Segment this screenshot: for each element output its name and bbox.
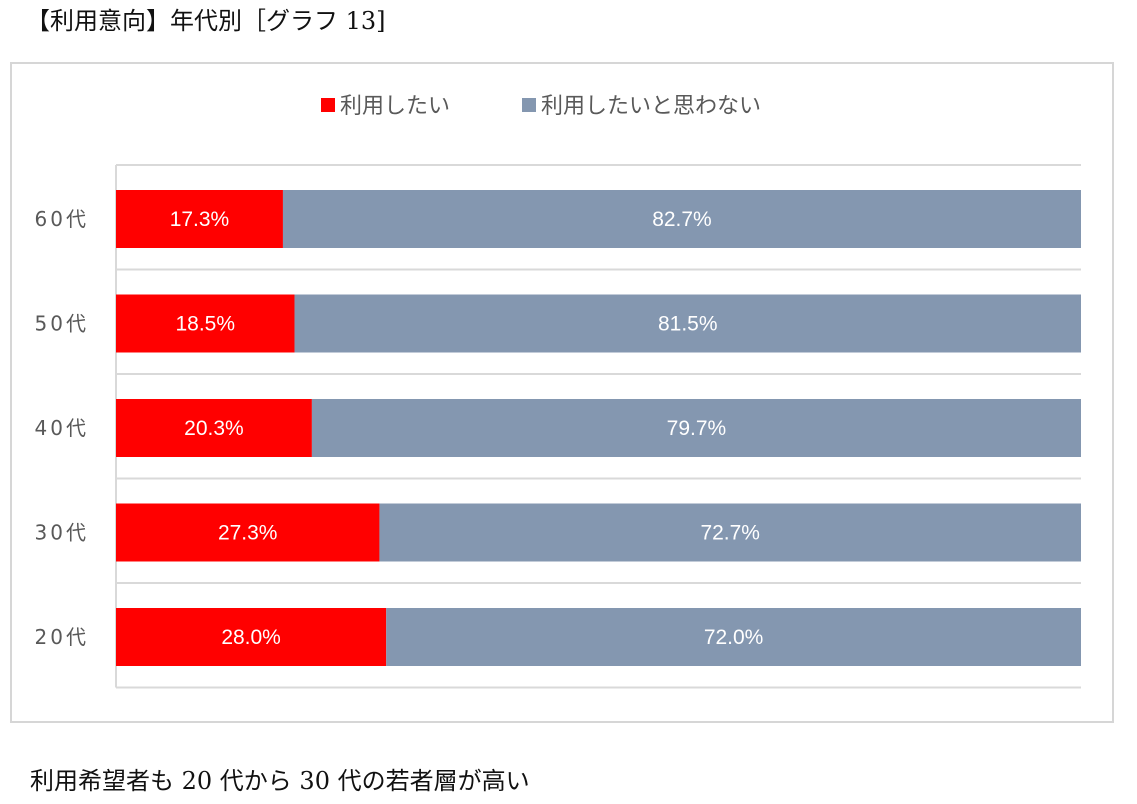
bars — [116, 190, 1081, 666]
legend-label: 利用したい — [340, 94, 450, 119]
data-label: 27.3% — [218, 522, 278, 545]
legend-label: 利用したいと思わない — [541, 94, 761, 119]
data-label: 79.7% — [667, 417, 727, 440]
data-label: 18.5% — [175, 313, 235, 336]
bar-segment-want — [116, 503, 380, 562]
data-label: 82.7% — [652, 208, 712, 231]
bar-segment-not-want — [311, 399, 1081, 457]
data-label: 72.0% — [704, 626, 764, 649]
bar-segment-want — [116, 294, 295, 353]
category-labels: 60代 50代 40代 30代 20代 — [35, 207, 89, 649]
data-labels: 17.3% 82.7% 18.5% 81.5% 20.3% 79.7% 27.3% 72.7%… — [170, 208, 764, 649]
data-label: 28.0% — [221, 626, 281, 649]
data-label: 17.3% — [170, 208, 230, 231]
category-label: 20代 — [35, 625, 89, 649]
chart-caption: 利用希望者も 20 代から 30 代の若者層が高い — [30, 767, 530, 795]
page-title: 【利用意向】年代別［グラフ 13] — [26, 7, 386, 35]
legend-swatch — [321, 98, 335, 112]
bar-segment-not-want — [282, 190, 1081, 248]
bar-segment-not-want — [386, 608, 1081, 666]
bar-segment-want — [116, 190, 283, 248]
legend-swatch — [522, 98, 536, 112]
bar-segment-not-want — [294, 294, 1081, 353]
category-label: 30代 — [35, 521, 89, 545]
data-label: 81.5% — [658, 313, 718, 336]
data-label: 20.3% — [184, 417, 244, 440]
bar-segment-not-want — [379, 503, 1081, 562]
category-label: 40代 — [35, 416, 89, 440]
data-label: 72.7% — [700, 522, 760, 545]
category-label: 60代 — [35, 207, 89, 231]
bar-segment-want — [116, 608, 387, 666]
category-label: 50代 — [35, 312, 89, 336]
legend: 利用したい 利用したいと思わない — [321, 94, 761, 119]
bar-segment-want — [116, 399, 312, 457]
